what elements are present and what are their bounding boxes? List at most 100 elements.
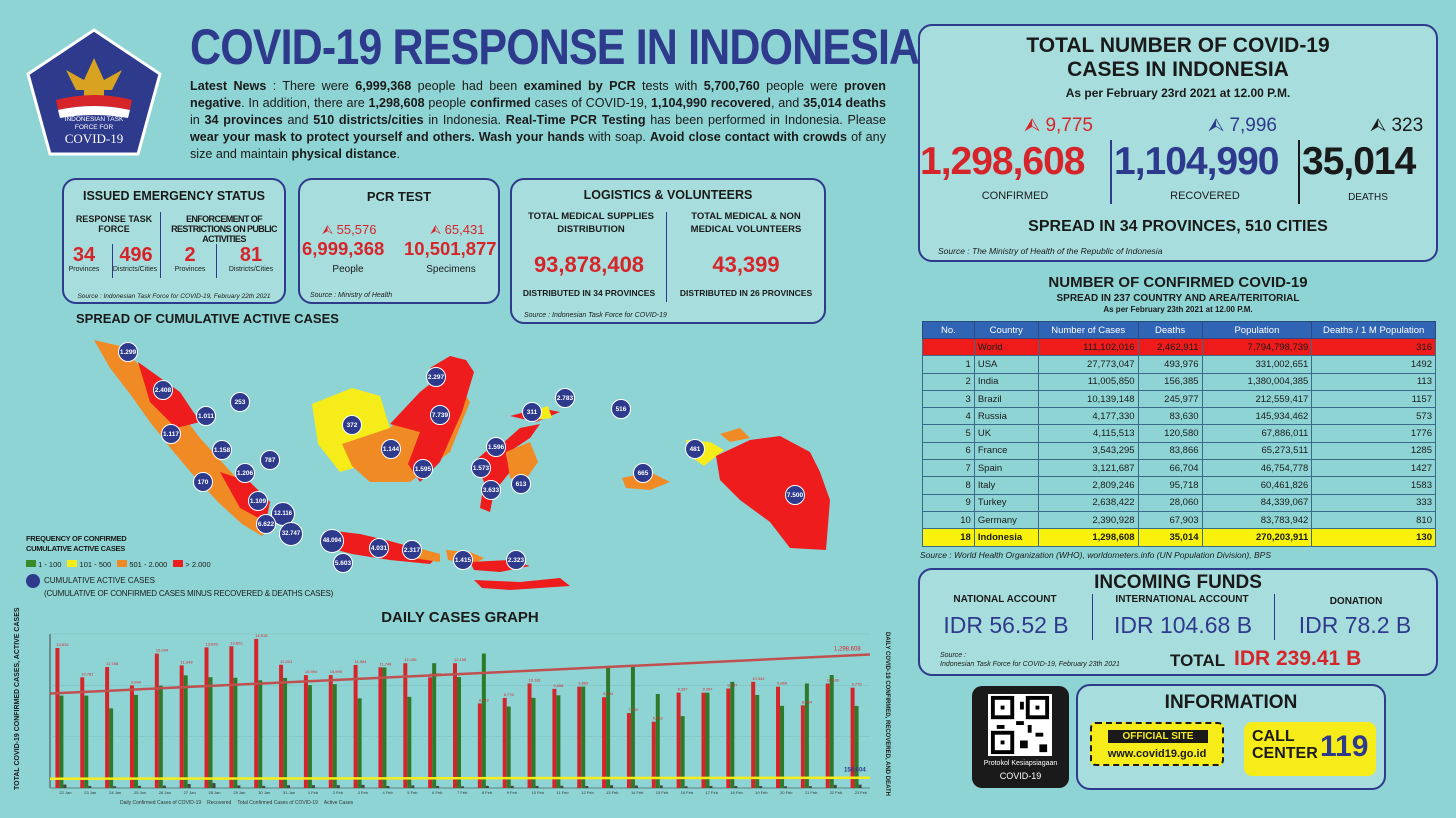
recovered-bar [258,680,263,788]
date-tick: 5 Feb [407,790,418,795]
date-tick: 11 Feb [556,790,569,795]
recovered-increase: ⮙ 7,996 [1208,115,1277,136]
active-cases-bubble: 6.622 [256,514,276,534]
recovered-bar [233,677,238,788]
table-cell: Russia [973,407,1039,426]
date-tick: 12 Feb [581,790,594,795]
confirmed-label: 9,994 [131,679,142,684]
confirmed-label: 9,775 [852,682,863,687]
recovered-bar [481,653,486,788]
table-cell: 1492 [1311,355,1436,374]
date-tick: 23 Jan [84,790,96,795]
active-cases-bubble: 48.094 [320,529,344,553]
recovered-bar [283,677,288,788]
active-cases-bubble: 2.297 [426,367,446,387]
confirmed-bar [602,697,607,788]
death-bar [386,785,390,788]
active-cases-bubble: 311 [522,402,542,422]
recovered-bar [432,663,437,788]
confirmed-bar [577,686,582,788]
national-account-value: IDR 56.52 B [943,612,1069,638]
confirmed-bar [776,686,781,788]
table-cell: Indonesia [973,528,1039,547]
date-tick: 22 Jan [59,790,71,795]
logo: INDONESIAN TASK FORCE FOR COVID-19 [26,28,162,156]
death-bar [560,785,564,788]
confirmed-increase: ⮙ 9,775 [1024,115,1093,136]
daily-cases-chart: 13,632 22 Jan 10,781 23 Jan 11,788 24 Jan 9,99… [49,633,871,795]
spread-text: SPREAD IN 34 PROVINCES, 510 CITIES [1028,218,1328,235]
confirmed-label: 11,749 [379,661,392,666]
table-cell: 3,543,295 [1037,441,1139,461]
confirmed-label: 9,869 [578,681,589,686]
confirmed-bar [328,675,333,788]
death-bar [262,785,266,788]
recovered-bar [531,697,536,788]
date-tick: 14 Feb [631,790,644,795]
table-cell: 4 [922,407,975,426]
table-cell: 111,102,016 [1037,337,1139,357]
up-arrow-icon: ⮙ [1370,115,1387,136]
medical-supplies-label: TOTAL MEDICAL SUPPLIES DISTRIBUTION [528,211,654,235]
date-tick: 24 Jan [109,790,121,795]
table-cell: 333 [1311,493,1436,512]
confirmed-label: 13,632 [56,642,69,647]
death-bar [784,786,788,788]
recovered-bar [655,693,660,788]
qr-card[interactable]: Protokol Kesiapsiagaan COVID-19 [972,686,1069,788]
emergency-districts-label: Districts/Cities [112,266,158,273]
recovered-bar [630,665,635,788]
table-cell: 113 [1311,372,1436,391]
date-tick: 20 Feb [780,790,793,795]
date-tick: 28 Jan [209,790,221,795]
table-cell: 4,177,330 [1037,407,1139,426]
table-cell: 120,580 [1137,424,1203,443]
death-bar [436,785,440,788]
table-cell: 46,754,778 [1201,459,1313,478]
recovered-bar [382,667,387,788]
latest-news: Latest News : There were 6,999,368 peopl… [190,79,886,161]
confirmed-bar [179,665,184,788]
legend-confirmed: Daily Confirmed Cases of COVID-19 [120,800,202,806]
table-header: No. [922,321,975,339]
pcr-source: Source : Ministry of Health [310,292,393,299]
recovered-label: RECOVERED [1170,190,1240,202]
circle-legend-note: (CUMULATIVE OF CONFIRMED CASES MINUS REC… [44,589,334,598]
date-tick: 21 Feb [805,790,818,795]
death-bar [88,785,92,788]
recovered-bar [332,684,337,788]
circle-legend-icon [26,574,40,588]
legend-swatch [26,560,36,567]
table-cell: 84,339,067 [1201,493,1313,512]
death-bar [237,785,241,788]
table-cell: 18 [922,528,975,547]
table-cell: 1776 [1311,424,1436,443]
logistics-source: Source : Indonesian Task Force for COVID… [524,312,667,319]
table-cell: 83,630 [1137,407,1203,426]
death-bar [162,785,166,788]
date-tick: 27 Jan [184,790,196,795]
recovered-bar [407,696,412,788]
totals-date: As per February 23rd 2021 at 12.00 P.M. [1065,86,1291,100]
end-active-label: 158,604 [844,768,866,774]
table-cell: 1285 [1311,441,1436,461]
table-cell: USA [973,355,1039,374]
total-confirmed-line [49,653,871,695]
confirmed-bar [428,677,433,788]
table-cell: 8 [922,476,975,495]
active-cases-bubble: 1.595 [413,459,433,479]
confirmed-label: 9,658 [553,683,564,688]
confirmed-bar [55,648,60,788]
date-tick: 6 Feb [432,790,443,795]
call-center-button[interactable]: CALL CENTER 119 [1244,722,1376,776]
death-bar [113,786,117,788]
confirmed-label: 12,156 [404,657,417,662]
confirmed-bar [279,664,284,788]
confirmed-label: 8,054 [802,699,813,704]
official-site-link[interactable]: OFFICIAL SITE www.covid19.go.id [1090,722,1224,766]
recovered-bar [556,695,561,788]
confirmed-label: 12,001 [280,659,293,664]
funds-source-label: Source : [940,652,967,659]
date-tick: 17 Feb [705,790,718,795]
date-tick: 18 Feb [730,790,743,795]
